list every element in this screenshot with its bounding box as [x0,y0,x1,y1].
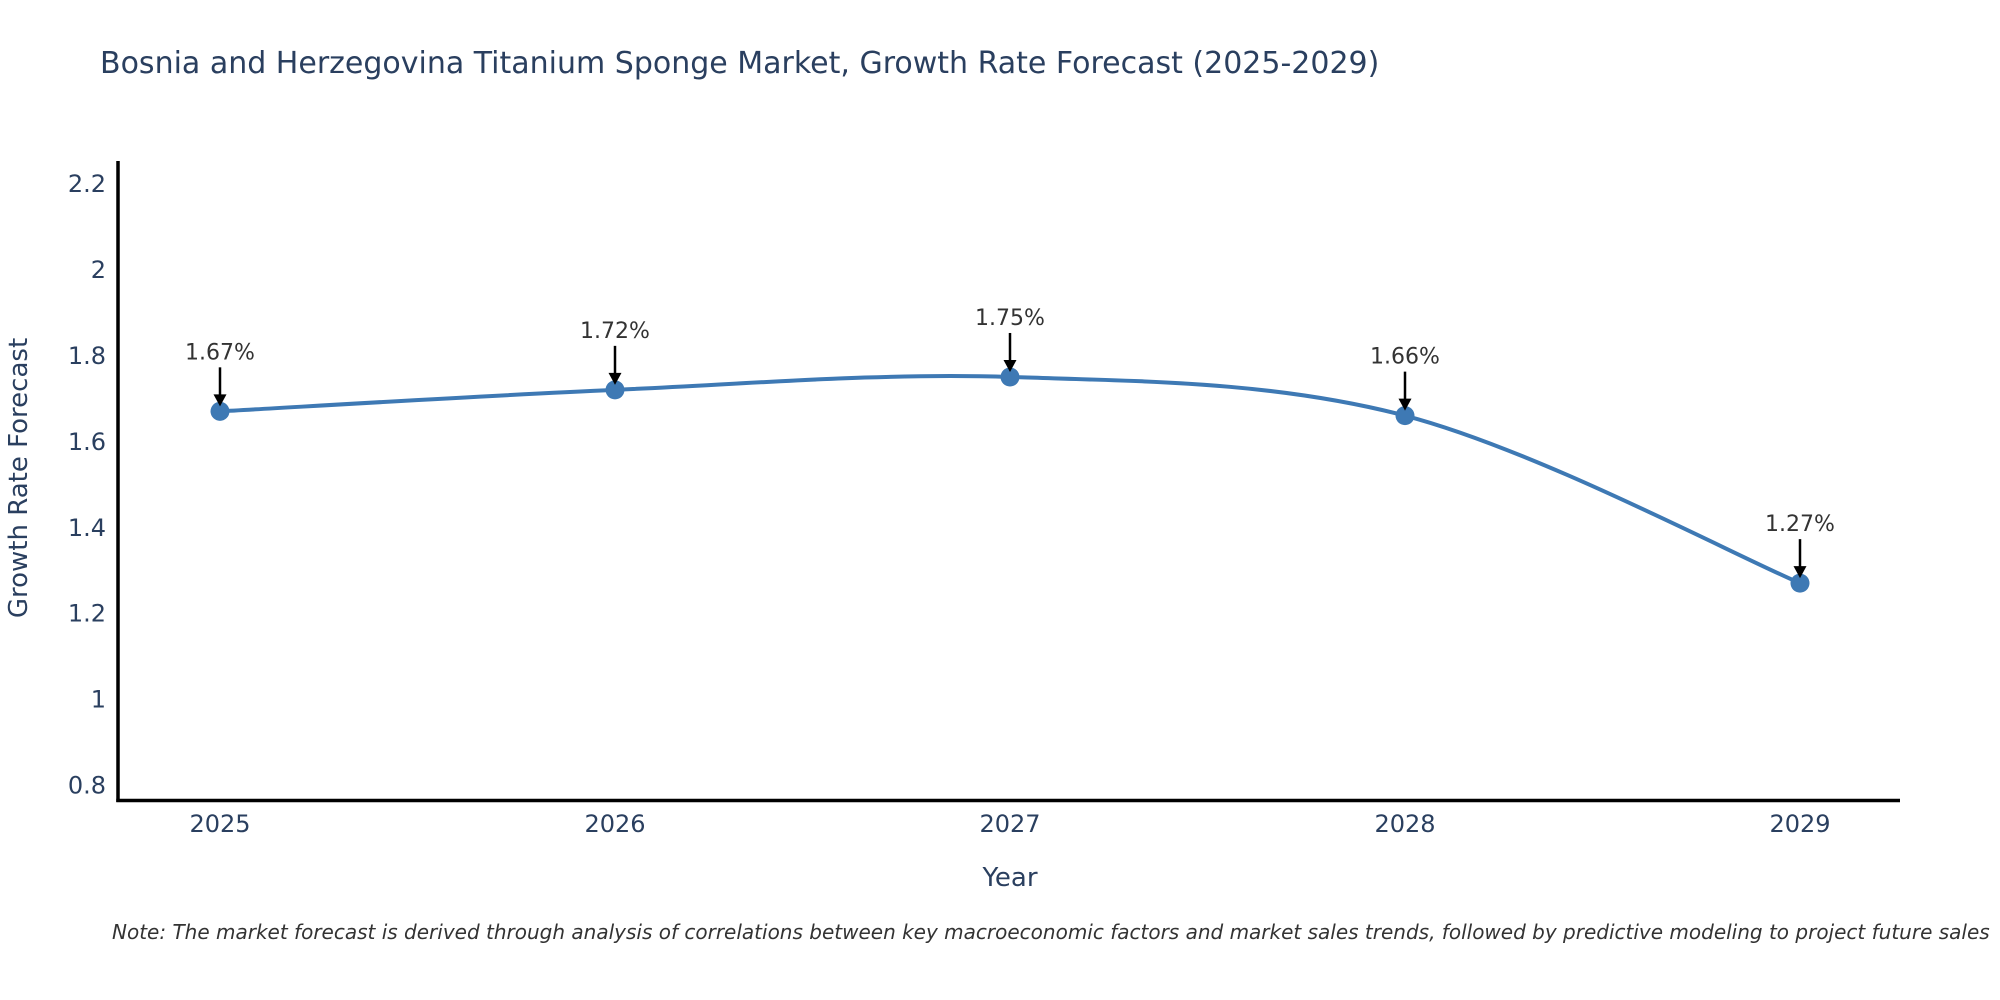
x-tick-label: 2027 [979,810,1040,838]
data-point-2025[interactable] [210,401,230,421]
annotation-2028: 1.66% [1370,345,1440,411]
data-point-2027[interactable] [1000,367,1020,387]
y-axis-title: Growth Rate Forecast [4,338,34,618]
footnote: Note: The market forecast is derived thr… [112,920,1990,944]
y-tick-label: 2 [91,256,106,284]
annotation-label: 1.75% [975,306,1045,331]
annotation-label: 1.27% [1765,512,1835,537]
y-tick-label: 0.8 [68,772,106,800]
series-line [219,374,1801,585]
annotation-arrowhead [1003,359,1017,372]
annotation-arrowhead [213,394,227,407]
annotation-label: 1.72% [580,319,650,344]
annotation-label: 1.66% [1370,345,1440,370]
data-point-2029[interactable] [1790,573,1810,593]
data-point-2028[interactable] [1395,406,1415,426]
y-tick-label: 1.6 [68,428,106,456]
y-tick-label: 1.8 [68,342,106,370]
y-tick-label: 2.2 [68,170,106,198]
x-tick-label: 2025 [189,810,250,838]
y-tick-label: 1.4 [68,514,106,542]
x-tick-label: 2028 [1374,810,1435,838]
data-point-2026[interactable] [605,380,625,400]
chart-title: Bosnia and Herzegovina Titanium Sponge M… [100,46,1379,81]
annotation-2029: 1.27% [1765,512,1835,579]
x-tick-label: 2029 [1769,810,1830,838]
y-tick-label: 1 [91,686,106,714]
y-tick-labels: 0.8 1 1.2 1.4 1.6 1.8 2 2.2 [68,170,106,799]
annotation-arrowhead [1398,398,1412,411]
annotation-arrowhead [608,372,622,385]
annotation-label: 1.67% [185,340,255,365]
annotation-2025: 1.67% [185,340,255,407]
axes [116,161,1900,803]
y-tick-label: 1.2 [68,600,106,628]
annotation-arrowhead [1793,566,1807,579]
x-axis-title: Year [981,863,1037,893]
annotation-2027: 1.75% [975,306,1045,372]
point-annotations: 1.67% 1.72% 1.75% 1.66% 1.27% [185,306,1835,579]
data-points [210,367,1810,593]
x-tick-label: 2026 [584,810,645,838]
annotation-2026: 1.72% [580,319,650,385]
x-tick-labels: 2025 2026 2027 2028 2029 [189,810,1830,838]
